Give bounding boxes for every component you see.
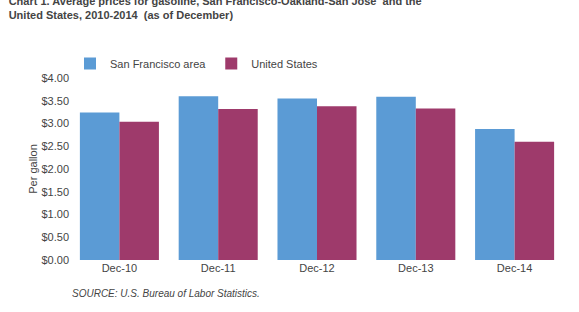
svg-text:$1.50: $1.50 <box>41 186 69 198</box>
svg-text:San Francisco area: San Francisco area <box>110 58 206 70</box>
svg-text:$3.00: $3.00 <box>41 117 69 129</box>
svg-text:Chart 1. Average prices for ga: Chart 1. Average prices for gasoline, Sa… <box>9 0 422 21</box>
svg-text:Dec-14: Dec-14 <box>497 262 532 274</box>
svg-text:$1.00: $1.00 <box>41 208 69 220</box>
svg-text:United States: United States <box>251 58 318 70</box>
svg-text:$3.50: $3.50 <box>41 95 69 107</box>
svg-text:Dec-11: Dec-11 <box>201 262 236 274</box>
svg-text:$0.50: $0.50 <box>41 231 69 243</box>
svg-text:$2.50: $2.50 <box>41 140 69 152</box>
svg-text:SOURCE: U.S. Bureau of Labor S: SOURCE: U.S. Bureau of Labor Statistics. <box>72 288 260 299</box>
svg-text:$0.00: $0.00 <box>41 254 69 266</box>
svg-text:Per gallon: Per gallon <box>27 144 39 194</box>
svg-text:$2.00: $2.00 <box>41 163 69 175</box>
svg-text:$4.00: $4.00 <box>41 72 69 84</box>
svg-text:Dec-12: Dec-12 <box>299 262 334 274</box>
svg-text:Dec-10: Dec-10 <box>102 262 137 274</box>
svg-text:Dec-13: Dec-13 <box>398 262 433 274</box>
